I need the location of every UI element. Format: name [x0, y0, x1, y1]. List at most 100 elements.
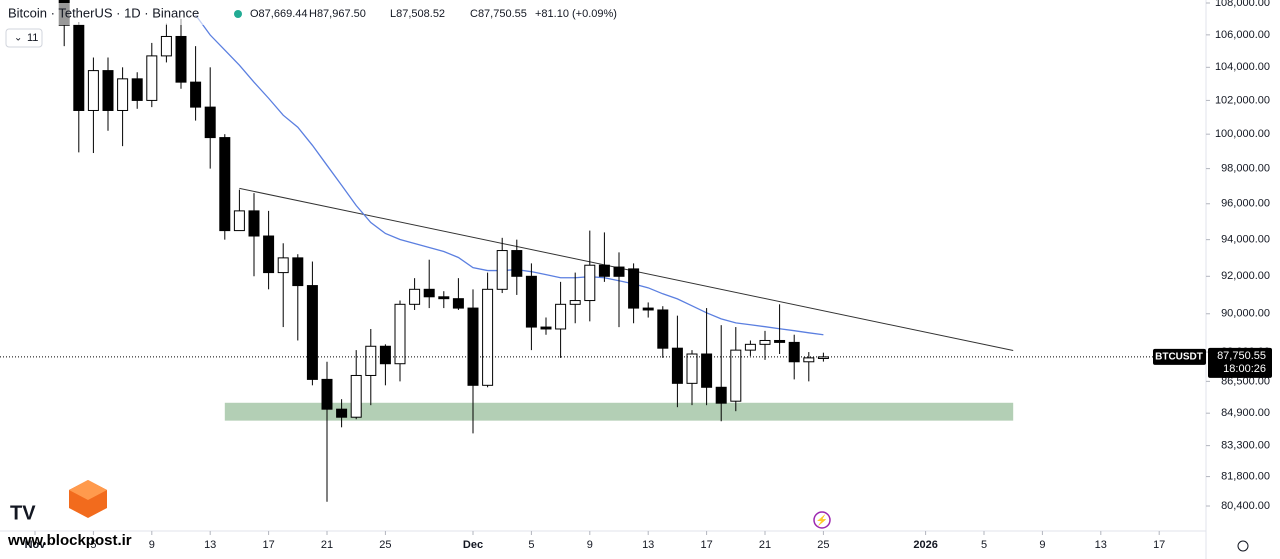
candle-body	[715, 386, 727, 404]
candle-body	[204, 106, 216, 139]
status-dot	[234, 10, 242, 18]
candle-body	[219, 137, 231, 232]
events-bolt: ⚡	[816, 514, 828, 527]
x-tick-label: 9	[587, 539, 593, 551]
candle-body	[321, 378, 333, 410]
symbol-label: BTCUSDT	[1155, 352, 1203, 363]
y-tick-label: 96,000.00	[1221, 198, 1270, 210]
candle-body	[525, 275, 537, 328]
candle-body	[482, 288, 494, 386]
y-tick-label: 108,000.00	[1215, 0, 1270, 9]
x-tick-label: 13	[1095, 539, 1107, 551]
indicator-count: 11	[27, 32, 38, 44]
y-tick-label: 98,000.00	[1221, 163, 1270, 175]
x-tick-label: 9	[1039, 539, 1045, 551]
ohlc-high: H87,967.50	[309, 8, 366, 20]
candle-body	[788, 341, 800, 363]
legend-bg	[0, 3, 620, 25]
plot-area	[0, 0, 1206, 502]
x-tick-label: 17	[262, 539, 274, 551]
candle-body	[584, 264, 596, 302]
candle-body	[628, 268, 640, 309]
legend: Bitcoin · TetherUS · 1D · Binance O87,66…	[0, 3, 620, 48]
y-tick-label: 81,800.00	[1221, 470, 1270, 482]
candle-body	[277, 257, 289, 274]
support-zone	[224, 402, 1014, 421]
candle-body	[467, 307, 479, 386]
candle-body	[233, 210, 245, 232]
tv-logo: TV	[10, 502, 36, 524]
candle-body	[350, 374, 362, 418]
candle-body	[701, 353, 713, 388]
candle-body	[73, 24, 85, 111]
cube-top	[69, 480, 107, 500]
y-tick-label: 102,000.00	[1215, 94, 1270, 106]
candle-body	[423, 288, 435, 298]
candle-body	[379, 345, 391, 365]
candle-body	[511, 250, 523, 277]
candle-body	[657, 309, 669, 349]
candle-body	[496, 250, 508, 290]
x-tick-label: 5	[528, 539, 534, 551]
y-tick-label: 83,300.00	[1221, 440, 1270, 452]
y-tick-label: 94,000.00	[1221, 234, 1270, 246]
candle-body	[102, 70, 114, 111]
candle-body	[146, 55, 158, 101]
y-tick-label: 84,900.00	[1221, 407, 1270, 419]
candle-body	[774, 339, 786, 343]
y-tick-label: 92,000.00	[1221, 270, 1270, 282]
candle-body	[569, 300, 581, 305]
candle-body	[642, 307, 654, 311]
candle-body	[438, 296, 450, 300]
y-tick-label: 100,000.00	[1215, 128, 1270, 140]
candle-body	[759, 339, 771, 345]
candle-body	[452, 298, 464, 309]
y-tick-label: 106,000.00	[1215, 29, 1270, 41]
indicator-toggle[interactable]	[5, 28, 43, 48]
y-tick-label: 86,500.00	[1221, 375, 1270, 387]
x-tick-label: Nov	[25, 539, 47, 551]
symbol-label-bg	[1153, 348, 1206, 365]
settings-icon[interactable]	[1237, 540, 1249, 552]
y-tick-label: 80,400.00	[1221, 500, 1270, 512]
indicator-caret: ⌄	[14, 33, 22, 44]
x-tick-label: 21	[759, 539, 771, 551]
candle-body	[409, 288, 421, 305]
candle-body	[87, 70, 99, 111]
ohlc-open: O87,669.44	[250, 8, 308, 20]
candle-body	[686, 353, 698, 384]
symbol[interactable]: Bitcoin · TetherUS · 1D · Binance	[8, 5, 199, 20]
candle-body	[365, 345, 377, 376]
price-label: 87,750.55	[1217, 350, 1266, 362]
candle-body	[730, 349, 742, 402]
x-tick-label: 9	[149, 539, 155, 551]
axes: 108,000.00 106,000.00 104,000.00 102,000.00…	[25, 0, 1270, 551]
candle-body	[175, 35, 187, 83]
x-tick-label: 5	[90, 539, 96, 551]
y-tick-label: 90,000.00	[1221, 308, 1270, 320]
x-tick-label: Dec	[463, 539, 483, 551]
candle-body	[394, 303, 406, 365]
events-icon[interactable]	[813, 511, 831, 529]
candle-body	[248, 210, 260, 237]
x-tick-label: 5	[981, 539, 987, 551]
candle-body	[803, 357, 815, 363]
candle-body	[263, 235, 275, 274]
x-tick-label: 13	[642, 539, 654, 551]
watermark: www.blockpost.ir	[7, 532, 132, 549]
logo: TV www.blockpost.ir	[7, 480, 132, 549]
x-tick-label: 25	[379, 539, 391, 551]
trendline	[239, 187, 1014, 352]
candle-body	[131, 78, 143, 101]
countdown-label: 18:00:26	[1223, 363, 1266, 375]
candle-body	[817, 356, 829, 359]
candle-body	[540, 326, 552, 330]
candle-body	[292, 257, 304, 287]
candle-body	[160, 35, 172, 57]
x-tick-label: 21	[321, 539, 333, 551]
x-tick-label: 25	[817, 539, 829, 551]
candle-body	[190, 81, 202, 108]
candle-body	[555, 303, 567, 330]
candle-body	[306, 285, 318, 380]
candle-body	[744, 343, 756, 351]
